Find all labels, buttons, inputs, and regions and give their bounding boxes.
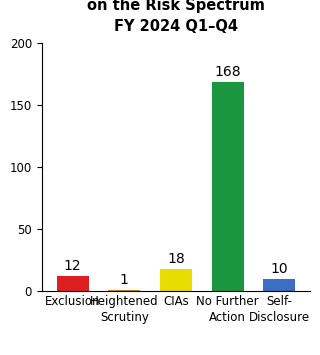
Text: 10: 10 — [271, 262, 288, 275]
Bar — [108, 290, 140, 291]
Bar — [263, 279, 295, 291]
Text: 12: 12 — [64, 259, 81, 273]
Title: False Claims Act Settlements
on the Risk Spectrum
FY 2024 Q1–Q4: False Claims Act Settlements on the Risk… — [55, 0, 297, 34]
Bar — [212, 82, 244, 291]
Bar — [160, 269, 192, 291]
Text: 1: 1 — [120, 273, 129, 287]
Bar — [57, 276, 89, 291]
Text: 168: 168 — [214, 65, 241, 79]
Text: 18: 18 — [167, 252, 185, 266]
